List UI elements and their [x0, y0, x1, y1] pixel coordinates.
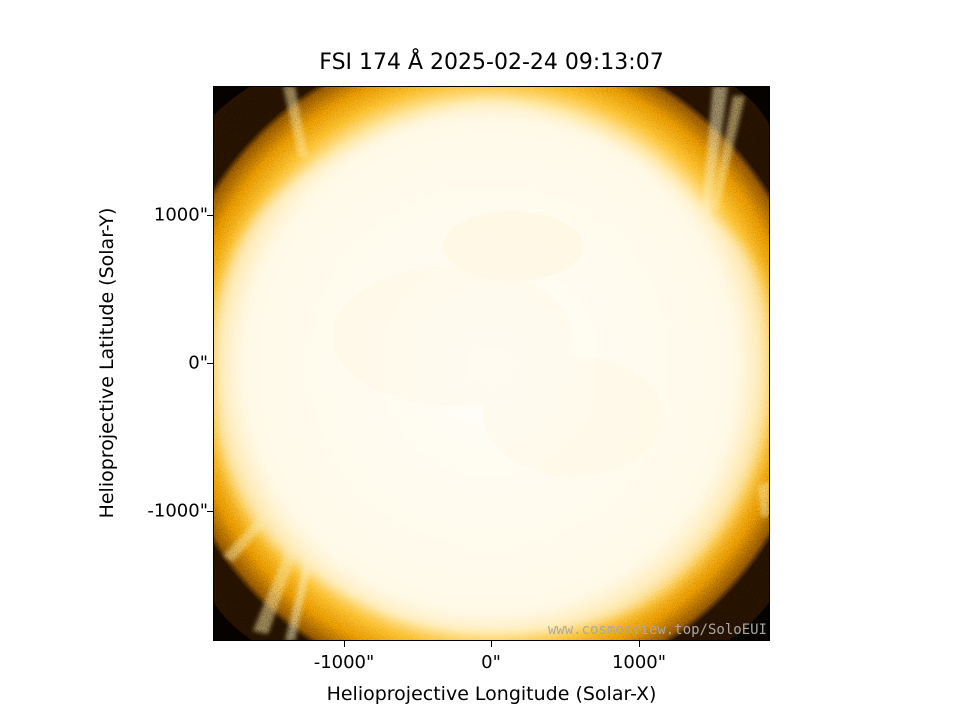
xtick-label: 1000" [611, 652, 667, 673]
ytick-mark [207, 511, 213, 513]
solar-image [213, 86, 770, 641]
x-axis-label: Helioprojective Longitude (Solar-X) [326, 683, 657, 705]
ytick-label: 1000" [153, 204, 208, 226]
solar-image-svg [213, 86, 770, 641]
figure-title: FSI 174 Å 2025-02-24 09:13:07 [319, 50, 664, 75]
watermark: www.cosmosview.top/SoloEUI [547, 622, 767, 638]
y-axis-label: Helioprojective Latitude (Solar-Y) [96, 207, 118, 519]
ytick-label: -1000" [147, 500, 208, 522]
xtick-mark [344, 641, 346, 647]
ytick-mark [207, 215, 213, 217]
xtick-label: 0" [481, 652, 501, 673]
ytick-mark [207, 363, 213, 365]
xtick-mark [491, 641, 493, 647]
xtick-label: -1000" [313, 652, 375, 673]
ytick-label: 0" [188, 352, 208, 374]
xtick-mark [639, 641, 641, 647]
edge-noise [213, 86, 770, 641]
dark-corners [213, 86, 770, 641]
